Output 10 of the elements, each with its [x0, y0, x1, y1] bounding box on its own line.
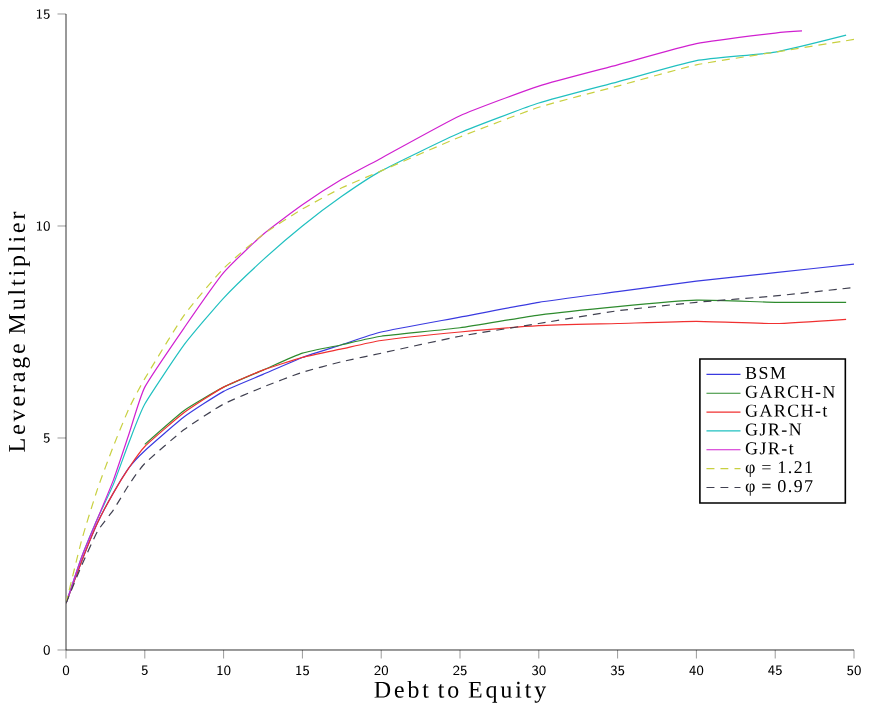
legend-label: GARCH-t	[745, 404, 828, 418]
legend-label: φ = 0.97	[745, 480, 813, 497]
legend-label: GARCH-N	[745, 386, 835, 399]
legend-label: GJR-N	[745, 423, 802, 436]
line-series	[144, 299, 847, 446]
x-axis-title: Debt to Equity	[374, 681, 547, 704]
legend-label: GJR-t	[745, 442, 794, 455]
y-axis-title: Leverage Multiplier	[8, 212, 30, 452]
legend-label: BSM	[745, 367, 786, 380]
legend-label: φ = 1.21	[745, 461, 812, 478]
